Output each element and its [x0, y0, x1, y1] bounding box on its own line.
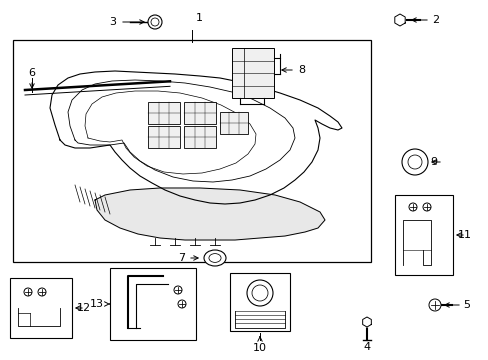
Text: 10: 10 — [252, 343, 266, 353]
Circle shape — [401, 149, 427, 175]
Text: 5: 5 — [462, 300, 469, 310]
Bar — [13, 40, 370, 262]
Bar — [220, 112, 247, 134]
Polygon shape — [50, 71, 341, 204]
Bar — [183, 126, 216, 148]
Bar — [110, 268, 196, 340]
Circle shape — [428, 299, 440, 311]
Circle shape — [422, 203, 430, 211]
Circle shape — [174, 286, 182, 294]
Polygon shape — [394, 14, 405, 26]
Bar — [148, 102, 180, 124]
Polygon shape — [362, 317, 370, 327]
Text: 12: 12 — [77, 303, 91, 313]
Text: 2: 2 — [431, 15, 438, 25]
Bar — [10, 278, 72, 338]
Text: 8: 8 — [297, 65, 305, 75]
Text: 11: 11 — [457, 230, 471, 240]
Text: 3: 3 — [109, 17, 116, 27]
Text: 4: 4 — [363, 342, 370, 352]
Bar — [183, 102, 216, 124]
Text: 13: 13 — [90, 299, 104, 309]
Ellipse shape — [203, 250, 225, 266]
Polygon shape — [95, 188, 325, 240]
Text: 1: 1 — [196, 13, 203, 23]
Circle shape — [38, 288, 46, 296]
Text: 9: 9 — [429, 157, 436, 167]
Bar — [229, 273, 289, 331]
Circle shape — [246, 280, 272, 306]
Bar — [148, 126, 180, 148]
Bar — [394, 195, 452, 275]
Circle shape — [24, 288, 32, 296]
Circle shape — [408, 203, 416, 211]
Circle shape — [178, 300, 185, 308]
Circle shape — [148, 15, 162, 29]
Bar — [231, 48, 273, 98]
Text: 6: 6 — [28, 68, 36, 78]
Text: 7: 7 — [178, 253, 184, 263]
